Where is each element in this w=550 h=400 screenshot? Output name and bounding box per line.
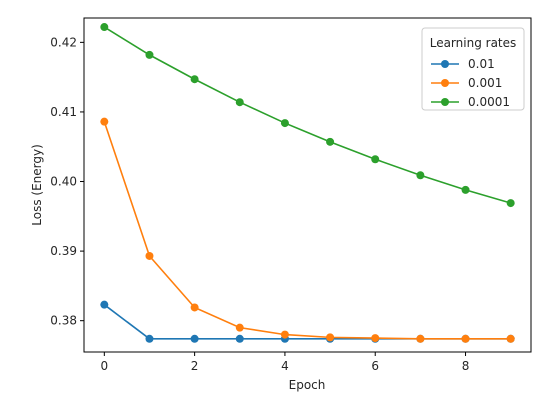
data-point xyxy=(326,333,335,342)
data-point xyxy=(416,334,425,343)
series-line xyxy=(103,26,511,204)
data-point xyxy=(190,303,199,312)
x-axis-label: Epoch xyxy=(289,378,326,392)
data-point xyxy=(416,171,425,180)
data-point xyxy=(371,155,380,164)
data-point xyxy=(235,98,244,107)
series-0.001 xyxy=(100,117,515,343)
legend-marker xyxy=(441,60,449,68)
data-point xyxy=(280,330,289,339)
y-tick-label: 0.39 xyxy=(50,244,77,258)
legend-entry: 0.001 xyxy=(431,76,502,90)
legend-label: 0.0001 xyxy=(468,95,510,109)
legend-entry: 0.0001 xyxy=(431,95,510,109)
x-tick-label: 6 xyxy=(371,359,379,373)
data-point xyxy=(235,334,244,343)
x-axis: 0 2 4 6 8 xyxy=(100,352,469,373)
data-point xyxy=(190,75,199,84)
data-point xyxy=(371,334,380,343)
x-tick-label: 4 xyxy=(281,359,289,373)
data-point xyxy=(145,50,154,59)
data-point xyxy=(461,334,470,343)
data-point xyxy=(100,23,109,32)
data-point xyxy=(461,185,470,194)
data-point xyxy=(235,323,244,332)
legend-marker xyxy=(441,98,449,106)
y-axis-label: Loss (Energy) xyxy=(30,144,44,226)
y-tick-label: 0.40 xyxy=(50,175,77,189)
legend-entries: 0.01 0.001 0.0001 xyxy=(431,57,510,109)
x-tick-label: 0 xyxy=(100,359,108,373)
series-layer xyxy=(100,23,515,343)
series-0.0001 xyxy=(100,23,515,208)
data-point xyxy=(100,117,109,126)
data-point xyxy=(100,300,109,309)
x-tick-label: 8 xyxy=(462,359,470,373)
y-tick-label: 0.42 xyxy=(50,35,77,49)
y-tick-label: 0.38 xyxy=(50,314,77,328)
data-point xyxy=(506,334,515,343)
data-point xyxy=(506,199,515,208)
legend-label: 0.001 xyxy=(468,76,502,90)
legend-marker xyxy=(441,79,449,87)
y-axis: 0.38 0.39 0.40 0.41 0.42 xyxy=(50,35,84,328)
data-point xyxy=(145,334,154,343)
legend: Learning rates 0.01 0.001 0.0001 xyxy=(421,27,525,111)
legend-label: 0.01 xyxy=(468,57,495,71)
data-point xyxy=(280,119,289,128)
x-tick-label: 2 xyxy=(191,359,199,373)
legend-entry: 0.01 xyxy=(431,57,495,71)
legend-title: Learning rates xyxy=(430,36,517,50)
legend-frame xyxy=(421,27,525,111)
y-tick-label: 0.41 xyxy=(50,105,77,119)
series-line xyxy=(103,121,511,340)
data-point xyxy=(326,137,335,146)
data-point xyxy=(145,251,154,260)
data-point xyxy=(190,334,199,343)
